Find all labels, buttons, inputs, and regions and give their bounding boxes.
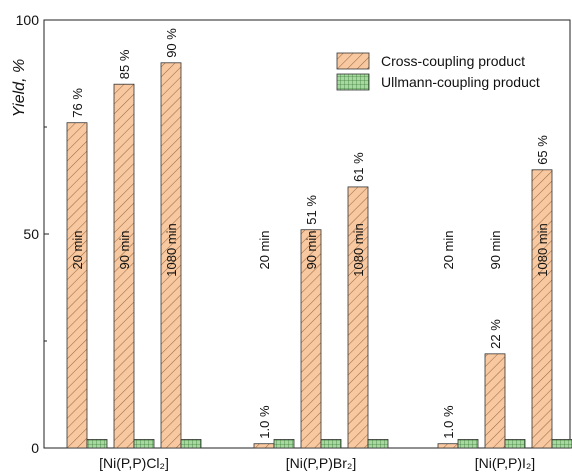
value-label: 85 %	[117, 49, 132, 79]
bar-cross-coupling	[66, 122, 88, 449]
y-tick-label: 100	[16, 12, 40, 28]
time-label: 1080 min	[535, 223, 550, 276]
bars	[66, 62, 572, 449]
time-label: 90 min	[117, 230, 132, 269]
bar-cross-coupling	[484, 353, 506, 449]
bar-ullmann-coupling	[180, 439, 202, 449]
bar-cross-coupling	[347, 186, 369, 449]
time-label: 20 min	[441, 230, 456, 269]
bar-ullmann-coupling	[504, 439, 526, 449]
legend: Cross-coupling product Ullmann-coupling …	[336, 52, 540, 91]
legend-label-cross: Cross-coupling product	[381, 53, 525, 69]
y-tick-label: 50	[23, 226, 39, 242]
data-labels: 76 % 20 min 85 % 90 min 90 % 1080 min 1.0 % 20 …	[70, 28, 550, 439]
bar-cross-coupling	[160, 62, 182, 449]
bar-cross-coupling	[253, 443, 275, 449]
bar-cross-coupling	[437, 443, 459, 449]
value-label: 61 %	[351, 152, 366, 182]
bar-ullmann-coupling	[367, 439, 389, 449]
value-label: 22 %	[488, 319, 503, 349]
bar-cross-coupling	[531, 169, 553, 449]
bar-ullmann-coupling	[86, 439, 108, 449]
bar-ullmann-coupling	[551, 439, 572, 449]
value-label: 1.0 %	[257, 405, 272, 439]
time-label: 90 min	[488, 230, 503, 269]
bar-ullmann-coupling	[273, 439, 295, 449]
x-category-label: [Ni(P,P)Br₂]	[286, 455, 357, 471]
time-label: 20 min	[257, 230, 272, 269]
value-label: 76 %	[70, 88, 85, 118]
x-category-label: [Ni(P,P)Cl₂]	[99, 455, 169, 471]
value-label: 51 %	[304, 195, 319, 225]
value-label: 90 %	[164, 28, 179, 58]
bar-ullmann-coupling	[133, 439, 155, 449]
time-label: 1080 min	[351, 223, 366, 276]
x-category-label: [Ni(P,P)I₂]	[475, 455, 535, 471]
time-label: 1080 min	[164, 223, 179, 276]
bar-ullmann-coupling	[320, 439, 342, 449]
legend-swatch-ullmann	[336, 73, 370, 91]
y-tick-label: 0	[31, 440, 39, 456]
legend-swatch-cross	[336, 52, 370, 70]
value-label: 1.0 %	[441, 405, 456, 439]
bar-cross-coupling	[300, 229, 322, 449]
time-label: 90 min	[304, 230, 319, 269]
value-label: 65 %	[535, 135, 550, 165]
bar-ullmann-coupling	[457, 439, 479, 449]
bar-cross-coupling	[113, 83, 135, 449]
y-axis-label: Yield, %	[11, 59, 28, 117]
legend-label-ullmann: Ullmann-coupling product	[381, 74, 540, 90]
time-label: 20 min	[70, 230, 85, 269]
